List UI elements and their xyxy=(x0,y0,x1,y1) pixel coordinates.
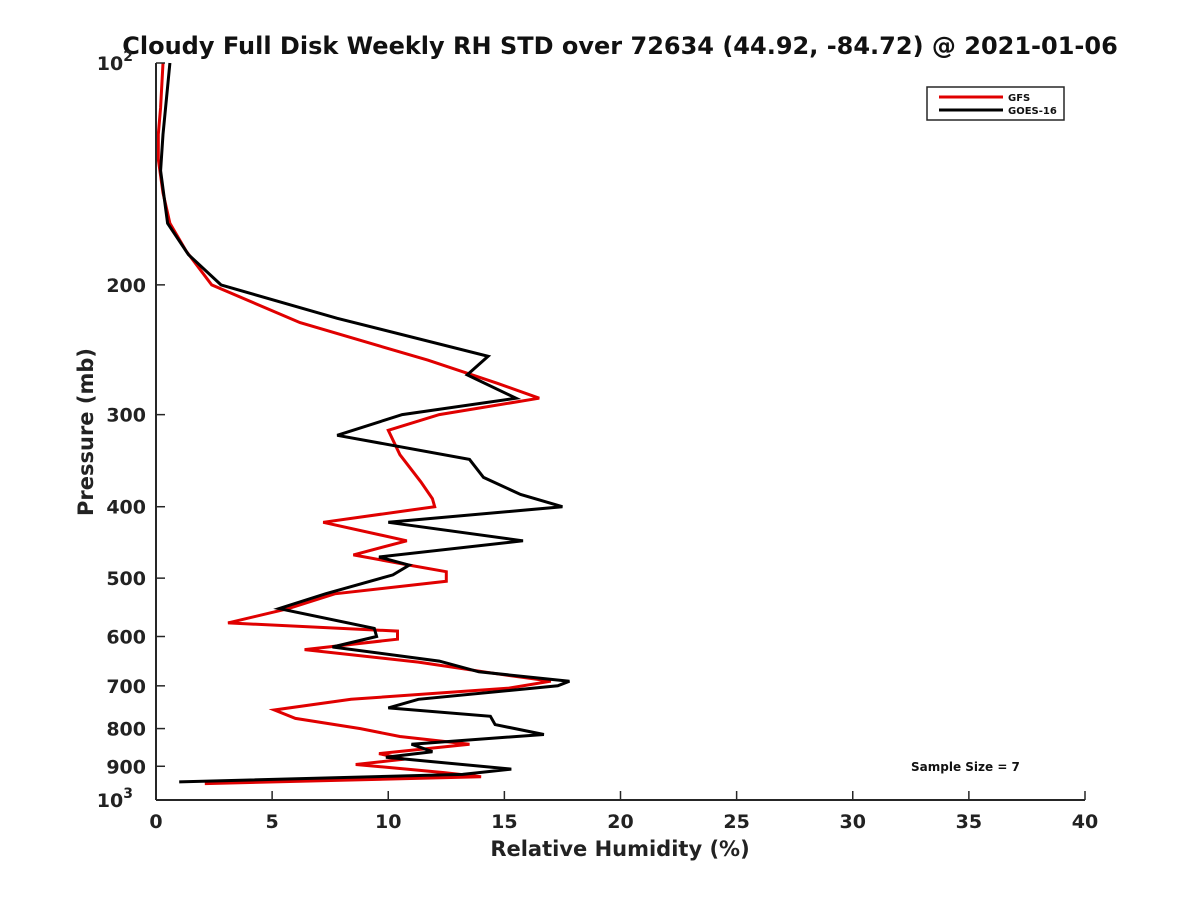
x-axis-label: Relative Humidity (%) xyxy=(490,837,749,861)
y-tick-label: 900 xyxy=(106,756,146,778)
x-tick-label: 35 xyxy=(956,811,982,833)
y-tick-label: 600 xyxy=(106,626,146,648)
x-tick-label: 5 xyxy=(266,811,279,833)
y-tick-label: 300 xyxy=(106,405,146,427)
x-tick-label: 15 xyxy=(491,811,517,833)
x-tick-label: 20 xyxy=(607,811,633,833)
x-tick-label: 30 xyxy=(840,811,866,833)
y-tick-label: 800 xyxy=(106,719,146,741)
plot-series xyxy=(156,62,570,786)
y-ticks: 102 200 300 400 500 600 700 800 900 103 xyxy=(97,49,165,812)
legend: GFS GOES-16 xyxy=(926,86,1065,121)
y-tick-label: 500 xyxy=(106,568,146,590)
y-tick-label: 103 xyxy=(97,786,133,812)
series-line-gfs xyxy=(156,62,552,786)
legend-label: GOES-16 xyxy=(1008,106,1057,117)
chart-title: Cloudy Full Disk Weekly RH STD over 7263… xyxy=(122,32,1118,60)
x-tick-label: 25 xyxy=(723,811,749,833)
legend-label: GFS xyxy=(1008,93,1030,104)
y-tick-label: 102 xyxy=(97,49,133,75)
series-line-goes-16 xyxy=(159,62,570,784)
x-tick-label: 0 xyxy=(149,811,162,833)
y-tick-label: 400 xyxy=(106,497,146,519)
legend-box xyxy=(926,86,1065,121)
x-ticks: 0 5 10 15 20 25 30 35 40 xyxy=(149,791,1098,833)
sample-size-annotation: Sample Size = 7 xyxy=(911,760,1020,774)
y-axis-label: Pressure (mb) xyxy=(74,348,98,516)
x-tick-label: 10 xyxy=(375,811,401,833)
x-tick-label: 40 xyxy=(1072,811,1098,833)
y-tick-label: 700 xyxy=(106,676,146,698)
y-tick-label: 200 xyxy=(106,275,146,297)
